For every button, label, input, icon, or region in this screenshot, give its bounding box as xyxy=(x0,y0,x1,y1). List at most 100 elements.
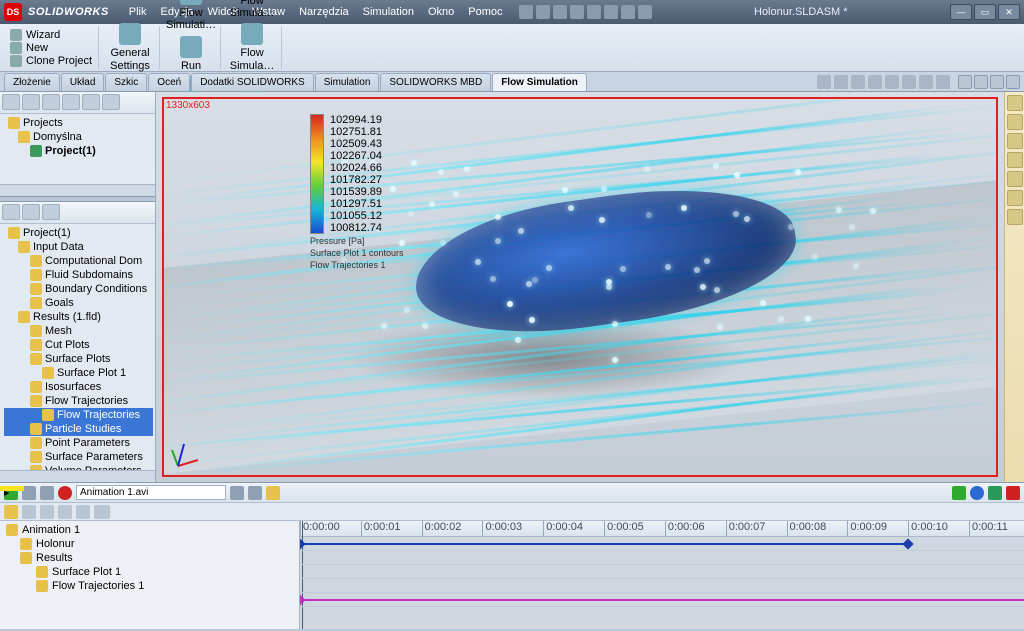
scene-button[interactable] xyxy=(4,505,18,519)
menu-plik[interactable]: Plik xyxy=(123,4,153,20)
anim-tree-node[interactable]: Holonur xyxy=(2,537,297,551)
close-button[interactable]: ✕ xyxy=(998,4,1020,20)
timeline-track[interactable] xyxy=(300,579,1024,593)
fm-tab[interactable] xyxy=(42,94,60,110)
tree-node[interactable]: Flow Trajectories xyxy=(4,394,153,408)
timeline-track[interactable] xyxy=(300,551,1024,565)
qat-btn[interactable] xyxy=(604,5,618,19)
qat-btn[interactable] xyxy=(638,5,652,19)
qat-btn[interactable] xyxy=(587,5,601,19)
keyframe[interactable] xyxy=(300,538,306,549)
view-tool[interactable] xyxy=(902,75,916,89)
fm-tab[interactable] xyxy=(62,94,80,110)
fm-tab[interactable] xyxy=(42,204,60,220)
layout-btn[interactable] xyxy=(1006,75,1020,89)
tree-node[interactable]: Point Parameters xyxy=(4,436,153,450)
tab-simulation[interactable]: Simulation xyxy=(315,73,380,91)
ribbon-clone[interactable]: Clone Project xyxy=(10,55,92,67)
timeline[interactable]: 0:00:000:00:010:00:020:00:030:00:040:00:… xyxy=(300,521,1024,629)
tree-node[interactable]: Surface Parameters xyxy=(4,450,153,464)
ribbon-new[interactable]: New xyxy=(10,42,92,54)
taskpane-tab[interactable] xyxy=(1007,114,1023,130)
ribbon-wizard[interactable]: Wizard xyxy=(10,29,92,41)
menu-simulation[interactable]: Simulation xyxy=(357,4,420,20)
loop-button[interactable] xyxy=(94,505,110,519)
options-button[interactable] xyxy=(248,486,262,500)
tree-node[interactable]: Particle Studies xyxy=(4,422,153,436)
ok-button[interactable] xyxy=(952,486,966,500)
tree-root[interactable]: Project(1) xyxy=(4,226,153,240)
tree-node[interactable]: Surface Plots xyxy=(4,352,153,366)
flow-sim-button-2[interactable]: Flow Simula… xyxy=(229,0,275,19)
tree-node[interactable]: Flow Trajectories xyxy=(4,408,153,422)
view-tool[interactable] xyxy=(834,75,848,89)
fm-tab[interactable] xyxy=(82,94,100,110)
tree-node[interactable]: Mesh xyxy=(4,324,153,338)
anim-tree-node[interactable]: Surface Plot 1 xyxy=(2,565,297,579)
taskpane-tab[interactable] xyxy=(1007,152,1023,168)
tree-node[interactable]: Cut Plots xyxy=(4,338,153,352)
tree-node[interactable]: Fluid Subdomains xyxy=(4,268,153,282)
tab-szkic[interactable]: Szkic xyxy=(105,73,147,91)
taskpane-tab[interactable] xyxy=(1007,133,1023,149)
tree-node[interactable]: Input Data xyxy=(4,240,153,254)
view-tool[interactable] xyxy=(885,75,899,89)
menu-pomoc[interactable]: Pomoc xyxy=(462,4,508,20)
fm-tab[interactable] xyxy=(22,94,40,110)
help-button[interactable] xyxy=(970,486,984,500)
taskpane-tab[interactable] xyxy=(1007,95,1023,111)
scrollbar[interactable] xyxy=(0,184,155,196)
scrollbar[interactable] xyxy=(0,470,155,482)
view-tool[interactable] xyxy=(851,75,865,89)
tree-node[interactable]: Goals xyxy=(4,296,153,310)
tree-node[interactable]: Isosurfaces xyxy=(4,380,153,394)
minimize-button[interactable]: — xyxy=(950,4,972,20)
maximize-button[interactable]: ▭ xyxy=(974,4,996,20)
flow-sim-button-1[interactable]: Flow Simulati… xyxy=(168,0,214,32)
taskpane-tab[interactable] xyxy=(1007,209,1023,225)
view-tool[interactable] xyxy=(868,75,882,89)
fm-tab[interactable] xyxy=(2,94,20,110)
tree-project1[interactable]: Project(1) xyxy=(4,144,153,158)
animation-filename-input[interactable] xyxy=(76,485,226,500)
record-button[interactable] xyxy=(58,486,72,500)
tree-node[interactable]: Surface Plot 1 xyxy=(4,366,153,380)
prev-frame-button[interactable] xyxy=(40,505,54,519)
folder-button[interactable] xyxy=(266,486,280,500)
cancel-button[interactable] xyxy=(1006,486,1020,500)
save-button[interactable] xyxy=(230,486,244,500)
layout-btn[interactable] xyxy=(974,75,988,89)
timeline-track[interactable] xyxy=(300,565,1024,579)
fm-tab[interactable] xyxy=(102,94,120,110)
tab-mbd[interactable]: SOLIDWORKS MBD xyxy=(380,73,491,91)
tree-node[interactable]: Computational Dom xyxy=(4,254,153,268)
pause-button[interactable] xyxy=(22,486,36,500)
taskpane-tab[interactable] xyxy=(1007,190,1023,206)
anim-tree-node[interactable]: Animation 1 xyxy=(2,523,297,537)
timeline-track[interactable] xyxy=(300,593,1024,607)
qat-btn[interactable] xyxy=(536,5,550,19)
keyframe[interactable] xyxy=(902,538,913,549)
view-tool[interactable] xyxy=(817,75,831,89)
menu-narzedzia[interactable]: Narzędzia xyxy=(293,4,355,20)
tab-uklad[interactable]: Układ xyxy=(61,73,105,91)
tree-node[interactable]: Boundary Conditions xyxy=(4,282,153,296)
tab-dodatki[interactable]: Dodatki SOLIDWORKS xyxy=(191,73,313,91)
layout-btn[interactable] xyxy=(990,75,1004,89)
qat-btn[interactable] xyxy=(570,5,584,19)
general-settings-button[interactable]: General Settings xyxy=(107,23,153,71)
last-frame-button[interactable] xyxy=(76,505,90,519)
tab-ocen[interactable]: Oceń xyxy=(148,73,190,91)
tab-flow-simulation[interactable]: Flow Simulation xyxy=(492,73,587,91)
anim-tree-node[interactable]: Results xyxy=(2,551,297,565)
view-tool[interactable] xyxy=(936,75,950,89)
flow-sim-button-3[interactable]: Flow Simula… xyxy=(229,23,275,71)
tab-zlozenie[interactable]: Złożenie xyxy=(4,73,60,91)
taskpane-tab[interactable] xyxy=(1007,171,1023,187)
anim-tree-node[interactable]: Flow Trajectories 1 xyxy=(2,579,297,593)
view-tool[interactable] xyxy=(919,75,933,89)
qat-btn[interactable] xyxy=(519,5,533,19)
graphics-viewport[interactable]: 1330x603 102994.19102751.81102509.431022… xyxy=(156,92,1004,482)
stop-button[interactable] xyxy=(40,486,54,500)
tree-node[interactable]: Results (1.fld) xyxy=(4,310,153,324)
